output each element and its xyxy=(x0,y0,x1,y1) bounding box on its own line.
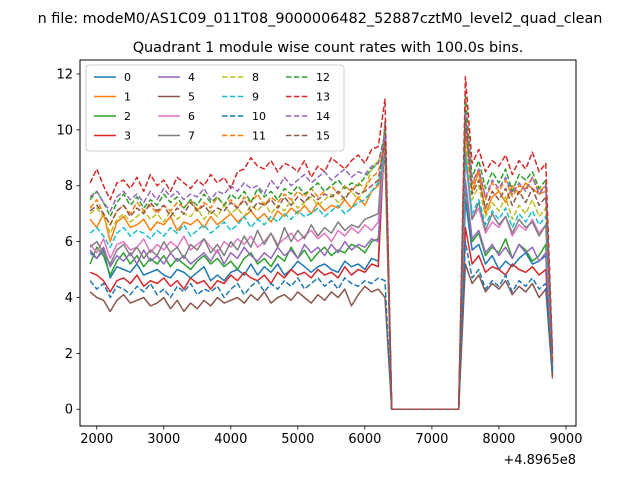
x-tick-label: 3000 xyxy=(147,432,180,447)
series-line-10 xyxy=(89,240,554,410)
x-tick-label: 6000 xyxy=(348,432,381,447)
legend-label-3: 3 xyxy=(124,130,131,143)
y-tick-label: 6 xyxy=(65,235,73,250)
y-tick-label: 8 xyxy=(65,179,73,194)
legend-label-7: 7 xyxy=(188,130,195,143)
y-axis: 0 2 4 6 8 10 12 xyxy=(56,67,80,418)
series-line-5 xyxy=(89,263,554,410)
legend-label-12: 12 xyxy=(316,71,330,84)
series-layer xyxy=(89,76,554,410)
legend-label-14: 14 xyxy=(316,110,330,123)
x-tick-label: 9000 xyxy=(549,432,582,447)
y-tick-label: 0 xyxy=(65,403,73,418)
y-tick-label: 4 xyxy=(65,291,73,306)
series-line-4 xyxy=(89,137,554,410)
series-line-0 xyxy=(89,123,554,410)
y-tick-label: 2 xyxy=(65,347,73,362)
legend-label-11: 11 xyxy=(252,130,266,143)
x-tick-label: 2000 xyxy=(80,432,113,447)
series-line-1 xyxy=(89,129,554,410)
legend-label-2: 2 xyxy=(124,110,131,123)
figure-suptitle: n file: modeM0/AS1C09_011T08_9000006482_… xyxy=(38,11,603,27)
series-line-7 xyxy=(89,120,554,410)
legend-label-4: 4 xyxy=(188,71,195,84)
legend-label-5: 5 xyxy=(188,91,195,104)
series-line-2 xyxy=(89,140,554,410)
legend-label-6: 6 xyxy=(188,110,195,123)
x-tick-label: 7000 xyxy=(415,432,448,447)
legend-label-1: 1 xyxy=(124,91,131,104)
plot-area xyxy=(89,76,554,410)
y-tick-label: 10 xyxy=(56,123,73,138)
series-line-11 xyxy=(89,106,554,410)
x-tick-label: 4000 xyxy=(214,432,247,447)
series-line-15 xyxy=(89,117,554,410)
series-line-13 xyxy=(89,76,554,410)
legend-box xyxy=(85,64,345,152)
legend-label-0: 0 xyxy=(124,71,131,84)
x-axis-offset-label: +4.8965e8 xyxy=(503,453,576,468)
legend-label-15: 15 xyxy=(316,130,330,143)
series-line-3 xyxy=(89,126,554,410)
chart-title: Quadrant 1 module wise count rates with … xyxy=(133,40,524,56)
x-tick-label: 5000 xyxy=(281,432,314,447)
legend-label-9: 9 xyxy=(252,91,259,104)
series-line-9 xyxy=(89,151,554,410)
series-line-14 xyxy=(89,112,554,410)
axes-frame xyxy=(79,59,577,427)
legend-label-13: 13 xyxy=(316,91,330,104)
legend-label-10: 10 xyxy=(252,110,266,123)
x-tick-label: 8000 xyxy=(482,432,515,447)
series-line-12 xyxy=(89,95,554,410)
y-tick-label: 12 xyxy=(56,67,73,82)
series-line-8 xyxy=(89,140,554,410)
x-axis: 2000 3000 4000 5000 6000 7000 8000 9000 xyxy=(80,426,582,447)
legend-label-8: 8 xyxy=(252,71,259,84)
